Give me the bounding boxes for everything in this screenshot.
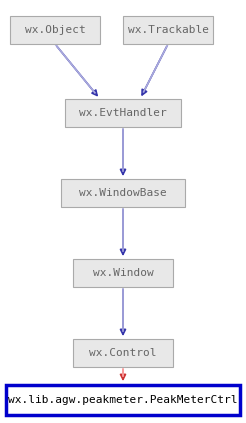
FancyBboxPatch shape [65,99,181,127]
Text: wx.Window: wx.Window [93,268,153,278]
Text: wx.Control: wx.Control [89,348,157,358]
FancyBboxPatch shape [73,339,173,367]
Text: wx.WindowBase: wx.WindowBase [79,188,167,198]
FancyBboxPatch shape [6,385,240,415]
FancyBboxPatch shape [61,179,185,207]
FancyBboxPatch shape [73,259,173,287]
Text: wx.EvtHandler: wx.EvtHandler [79,108,167,118]
Text: wx.lib.agw.peakmeter.PeakMeterCtrl: wx.lib.agw.peakmeter.PeakMeterCtrl [8,395,238,405]
FancyBboxPatch shape [123,16,213,44]
Text: wx.Trackable: wx.Trackable [127,25,209,35]
FancyBboxPatch shape [10,16,100,44]
Text: wx.Object: wx.Object [25,25,85,35]
